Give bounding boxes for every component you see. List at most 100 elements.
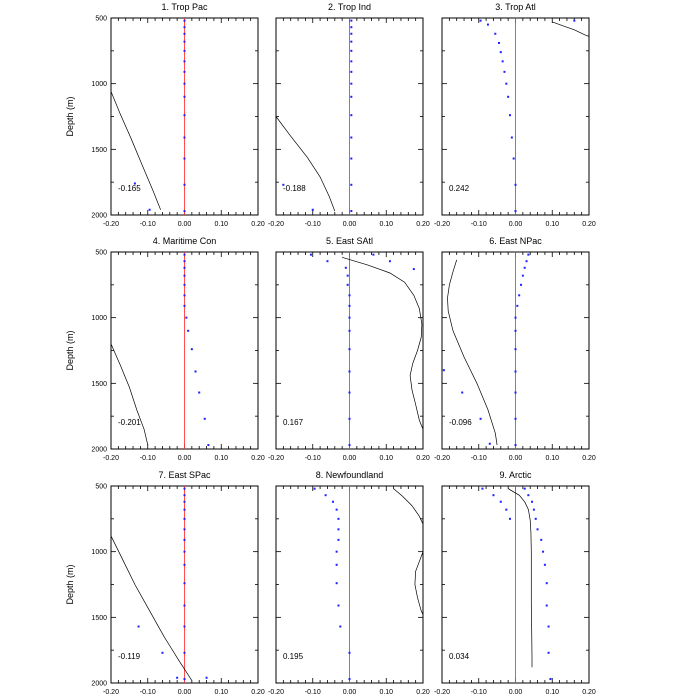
data-point <box>512 157 515 160</box>
data-point <box>331 500 334 503</box>
x-tick-label: -0.20 <box>268 455 284 462</box>
x-tick-label: -0.20 <box>103 221 119 228</box>
panel-2: 2. Trop Ind -0.20 -0.10 0.00 0.10 0.20 -0.188 <box>268 2 430 228</box>
data-point <box>350 70 353 73</box>
data-point <box>207 444 210 447</box>
data-point <box>335 563 338 566</box>
panel-title: 4. Maritime Con <box>153 236 217 246</box>
data-point <box>350 157 353 160</box>
data-point <box>523 266 526 269</box>
data-point <box>190 348 193 351</box>
x-tick-label: 0.00 <box>178 689 192 696</box>
x-tick-label: -0.20 <box>434 221 450 228</box>
panel-title: 5. East SAtl <box>326 236 373 246</box>
x-tick-label: -0.20 <box>268 689 284 696</box>
data-point <box>536 528 539 531</box>
data-point <box>514 370 517 373</box>
data-point <box>350 82 353 85</box>
data-point <box>527 253 530 256</box>
y-tick-label: 1000 <box>91 81 107 88</box>
data-point <box>183 26 186 29</box>
x-tick-label: 0.20 <box>251 221 265 228</box>
data-point <box>520 283 523 286</box>
x-tick-label: -0.20 <box>268 221 284 228</box>
data-point <box>534 517 537 520</box>
data-point <box>348 304 351 307</box>
data-point <box>514 348 517 351</box>
data-point <box>313 487 316 490</box>
x-tick-label: 0.10 <box>545 221 559 228</box>
data-point <box>183 19 186 22</box>
data-point <box>514 183 517 186</box>
data-point <box>350 60 353 63</box>
x-tick-label: 0.00 <box>343 221 357 228</box>
data-point <box>183 604 186 607</box>
data-point <box>505 508 508 511</box>
data-point <box>503 70 506 73</box>
data-point <box>183 678 186 681</box>
x-tick-label: 0.20 <box>416 221 430 228</box>
data-point <box>348 417 351 420</box>
data-point <box>183 49 186 52</box>
data-point <box>183 157 186 160</box>
data-point <box>486 23 489 26</box>
y-tick-label: 1000 <box>91 315 107 322</box>
data-point <box>350 19 353 22</box>
x-tick-label: 0.10 <box>545 689 559 696</box>
x-tick-label: -0.10 <box>305 689 321 696</box>
panel-title: 8. Newfoundland <box>316 470 384 480</box>
data-point <box>350 49 353 52</box>
data-point <box>183 82 186 85</box>
data-point <box>183 494 186 497</box>
data-point <box>540 538 543 541</box>
profile-curve <box>393 488 423 615</box>
data-point <box>348 348 351 351</box>
profile-curve <box>276 116 336 212</box>
data-point <box>350 183 353 186</box>
data-point <box>545 604 548 607</box>
panel-5: 5. East SAtl -0.20 -0.10 0.00 0.10 0.20 0.167 <box>268 236 430 462</box>
data-point <box>388 260 391 263</box>
panel-title: 7. East SPac <box>158 470 211 480</box>
x-tick-label: 0.00 <box>178 221 192 228</box>
data-point <box>183 40 186 43</box>
y-tick-label: 2000 <box>91 681 107 688</box>
x-tick-label: -0.10 <box>471 455 487 462</box>
x-tick-label: 0.00 <box>509 689 523 696</box>
data-point <box>348 329 351 332</box>
data-point <box>516 304 519 307</box>
data-point <box>348 651 351 654</box>
data-point <box>183 651 186 654</box>
data-point <box>183 95 186 98</box>
data-point <box>311 208 314 211</box>
correlation-value: 0.242 <box>449 184 470 193</box>
x-tick-label: 0.20 <box>582 689 596 696</box>
profile-curve <box>111 91 161 210</box>
data-point <box>510 136 513 139</box>
panel-title: 2. Trop Ind <box>328 2 371 12</box>
data-point <box>507 95 510 98</box>
panel-title: 3. Trop Atl <box>495 2 536 12</box>
panel-8: 8. Newfoundland -0.20 -0.10 0.00 0.10 0.20 0.1… <box>268 470 430 696</box>
x-tick-label: 0.00 <box>509 455 523 462</box>
y-tick-label: 500 <box>95 16 107 23</box>
y-tick-label: 2000 <box>91 213 107 220</box>
data-point <box>527 494 530 497</box>
x-tick-label: 0.20 <box>251 689 265 696</box>
data-point <box>494 32 497 35</box>
data-point <box>183 294 186 297</box>
data-point <box>183 528 186 531</box>
data-point <box>183 563 186 566</box>
data-point <box>183 500 186 503</box>
panel-6: 6. East NPac -0.20 -0.10 0.00 0.10 0.20 -0.096 <box>434 236 596 462</box>
data-point <box>183 114 186 117</box>
data-point <box>514 391 517 394</box>
x-tick-label: 0.20 <box>582 221 596 228</box>
data-point <box>183 60 186 63</box>
y-tick-label: 1500 <box>91 381 107 388</box>
data-point <box>547 625 550 628</box>
data-point <box>324 494 327 497</box>
data-point <box>514 417 517 420</box>
data-point <box>346 283 349 286</box>
data-point <box>183 183 186 186</box>
